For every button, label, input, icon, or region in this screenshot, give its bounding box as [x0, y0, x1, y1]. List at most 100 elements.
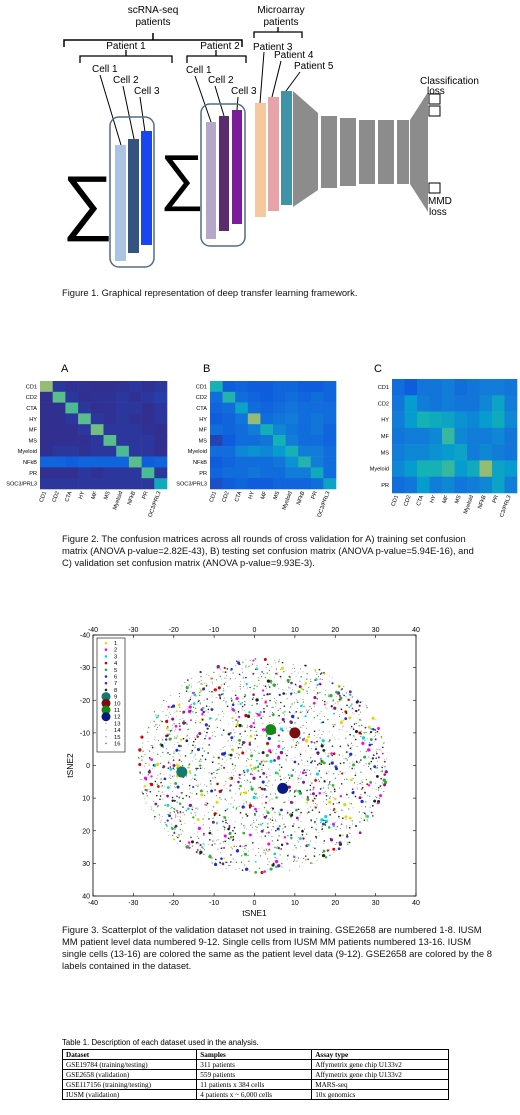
heatmap-cell	[103, 424, 117, 436]
heatmap-col-label: CD1	[39, 491, 48, 504]
scatter-point	[187, 841, 191, 844]
scatter-point	[252, 795, 256, 800]
scatter-point	[310, 761, 313, 764]
scatter-point	[208, 717, 212, 720]
scatter-point	[375, 757, 378, 759]
panel-a-letter: A	[61, 363, 69, 375]
heatmap-cell	[222, 402, 236, 414]
scatter-point	[215, 719, 217, 721]
scatter-point	[199, 849, 201, 851]
scatter-point	[237, 752, 239, 754]
scatter-point	[282, 831, 285, 833]
scatter-point	[337, 753, 339, 755]
scatter-point	[163, 774, 165, 776]
scatter-point	[242, 846, 244, 848]
heatmap-row-label: CD1	[196, 384, 207, 390]
scatter-point	[250, 787, 254, 791]
scatter-point	[217, 810, 219, 812]
scatter-point	[197, 785, 199, 787]
heatmap-cell	[310, 456, 324, 468]
heatmap-cell	[298, 424, 312, 436]
scatter-point	[232, 765, 234, 767]
scatter-point	[269, 715, 271, 718]
scatter-point	[261, 780, 265, 784]
scatter-point	[244, 730, 246, 733]
scatter-point	[205, 804, 207, 806]
scatter-point	[289, 679, 291, 681]
scatter-point	[287, 773, 290, 776]
scatter-point	[323, 792, 325, 794]
scatter-point	[285, 693, 287, 695]
scatter-point	[149, 758, 151, 760]
scatter-point	[329, 808, 331, 810]
legend-marker	[104, 675, 108, 678]
scatter-point	[357, 699, 359, 701]
scatter-point	[244, 825, 246, 827]
scatter-point	[154, 780, 157, 783]
scatter-point	[332, 723, 334, 725]
patient1-label: Patient 1	[106, 41, 146, 52]
scatter-point	[144, 789, 147, 791]
scatter-point	[273, 852, 277, 856]
scatter-point	[268, 693, 271, 695]
scatter-point	[174, 724, 178, 728]
scatter-point	[297, 717, 299, 719]
heatmap-cell	[429, 379, 443, 396]
scatter-point	[243, 695, 246, 698]
scatter-point	[191, 845, 194, 847]
heatmap-cell	[454, 411, 468, 429]
scatter-point	[340, 700, 342, 702]
scatter-point	[229, 745, 231, 747]
heatmap-cell	[78, 435, 92, 447]
scatter-point	[268, 848, 270, 850]
scatter-point	[268, 780, 270, 782]
scatter-point	[319, 788, 322, 790]
scatter-point	[245, 664, 247, 666]
scatter-point	[242, 677, 244, 679]
table-header-cell: Dataset	[61, 1049, 198, 1060]
scatter-point	[235, 770, 237, 772]
scatter-point	[316, 694, 318, 696]
scatter-point	[363, 812, 366, 814]
scatter-point	[218, 789, 222, 794]
scatter-point	[172, 763, 176, 767]
scatter-point	[275, 829, 277, 832]
scatter-point	[194, 738, 197, 741]
scatter-point	[252, 805, 254, 807]
scatter-point	[252, 697, 255, 699]
scatter-point	[177, 815, 179, 817]
scatter-point	[239, 792, 242, 795]
scatter-point	[157, 714, 159, 716]
scatter-point	[226, 787, 228, 789]
scatter-point	[195, 758, 197, 760]
scatter-point	[313, 802, 315, 804]
scatter-point	[332, 772, 335, 775]
scatter-point	[222, 841, 225, 843]
scatter-point	[258, 851, 260, 853]
heatmap-cell	[454, 476, 468, 494]
heatmap-cell	[417, 379, 430, 396]
scatter-point	[194, 812, 196, 814]
scatter-point	[232, 862, 234, 864]
scatter-point	[283, 671, 285, 673]
heatmap-col-label: MF	[260, 490, 269, 500]
scatter-point	[256, 832, 258, 834]
scatter-point	[196, 841, 199, 844]
scatter-point	[251, 773, 254, 776]
heatmap-cell	[504, 476, 518, 494]
scatter-point	[170, 817, 172, 819]
scatter-point	[273, 701, 275, 703]
scatter-point	[244, 693, 246, 695]
heatmap-cell	[247, 478, 261, 490]
heatmap-cell	[442, 444, 455, 461]
scatter-point	[265, 853, 267, 855]
scatter-point	[225, 783, 227, 785]
scatter-point	[249, 764, 252, 767]
scatter-point	[189, 788, 191, 790]
scatter-point	[256, 797, 258, 799]
scatter-point	[189, 738, 191, 740]
scatter-point	[349, 802, 351, 805]
scatter-point	[194, 753, 196, 755]
scatter-point	[246, 870, 248, 872]
scatter-point	[271, 712, 273, 714]
